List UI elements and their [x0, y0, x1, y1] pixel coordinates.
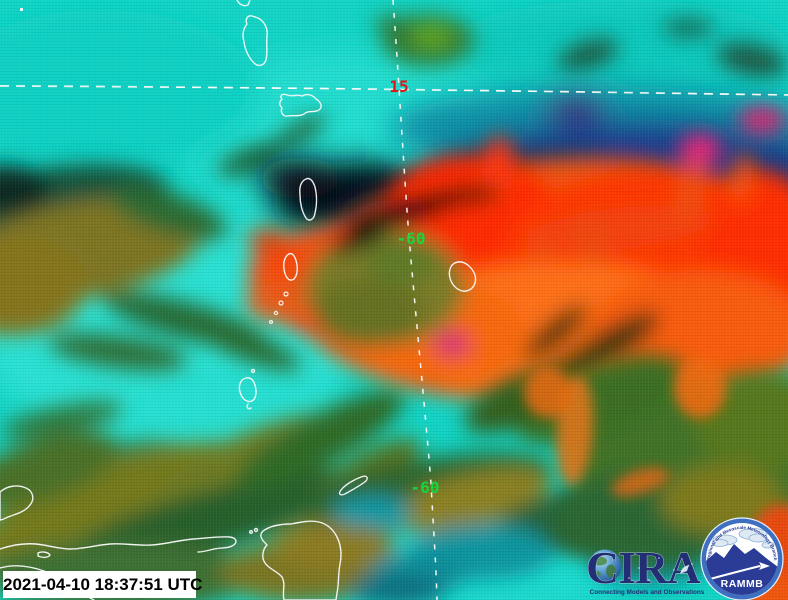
cira-acronym: CIRA — [586, 542, 700, 593]
island-speck-bocas-2 — [248, 530, 253, 535]
island-outline-guadeloupe-tip — [236, 0, 251, 7]
longitude-gridline-60 — [392, 0, 438, 600]
satellite-dish-icon — [680, 564, 690, 574]
cira-globe-icon — [588, 549, 622, 583]
jet-contrail-icon — [709, 565, 761, 580]
latitude-gridline-15 — [0, 85, 788, 96]
latitude-label: 15 — [389, 77, 408, 96]
island-outline-dominica — [242, 15, 268, 67]
island-outline-martinique — [279, 93, 322, 117]
cira-tagline: Connecting Models and Observations — [590, 589, 705, 596]
cloud-icons — [711, 528, 775, 549]
cira-logo: CIRA Connecting Models and Observations — [586, 542, 705, 596]
island-speck-coastal — [37, 551, 51, 559]
island-speck-north — [20, 8, 23, 11]
coastline-venezuela-north — [0, 536, 237, 553]
island-outline-st-vincent — [283, 252, 298, 281]
island-outline-margarita — [0, 485, 34, 521]
island-speck-grenadines-north — [250, 368, 256, 374]
cira-star-speckles — [613, 557, 693, 581]
island-speck-bocas-1 — [253, 527, 259, 533]
rammb-logo: RAMMB Regional and Mesoscale Meteorology… — [700, 517, 784, 600]
island-outline-grenadines — [269, 291, 289, 325]
island-outline-trinidad — [260, 520, 342, 600]
timestamp-overlay: 2021-04-10 18:37:51 UTC — [3, 571, 202, 598]
longitude-label-north: -60 — [397, 229, 426, 248]
island-outline-barbados — [448, 261, 477, 292]
island-outline-st-lucia — [299, 177, 318, 221]
island-outline-tobago — [338, 475, 368, 496]
longitude-label-south: -60 — [411, 478, 440, 497]
mountains-icon — [706, 544, 778, 595]
island-outline-grenada-tail — [246, 403, 252, 410]
jet-icon — [759, 562, 770, 570]
rammb-acronym: RAMMB — [721, 578, 764, 590]
island-outline-grenada — [238, 377, 257, 403]
green-over-plume — [464, 354, 788, 570]
